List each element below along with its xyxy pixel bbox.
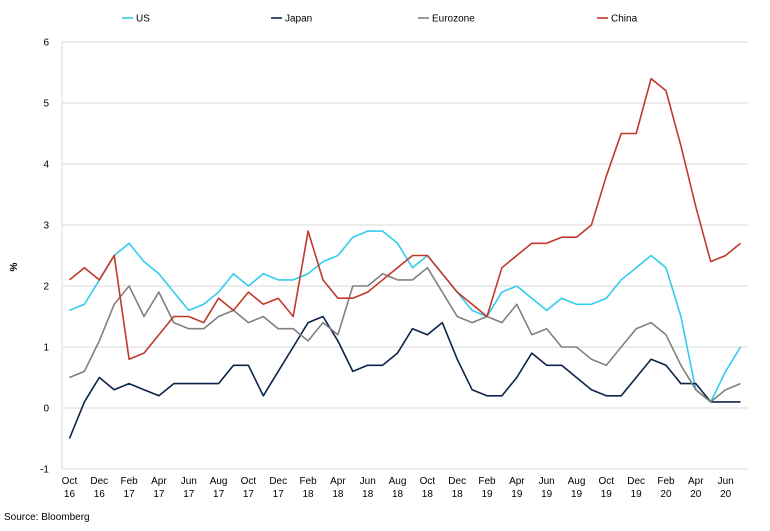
- x-tick-label-year: 18: [362, 489, 374, 500]
- x-tick-label-month: Dec: [627, 476, 645, 487]
- x-tick-label-year: 17: [153, 489, 165, 500]
- y-tick-label: 0: [43, 404, 49, 415]
- x-tick-label-year: 19: [571, 489, 583, 500]
- x-tick-label-year: 18: [303, 489, 315, 500]
- x-tick-label-month: Feb: [120, 476, 138, 487]
- gridlines: [61, 41, 748, 470]
- x-tick-label-month: Apr: [509, 476, 525, 487]
- x-tick-label-year: 18: [422, 489, 434, 500]
- x-tick-label-year: 20: [660, 489, 672, 500]
- x-tick-label-month: Oct: [241, 476, 257, 487]
- x-tick-label-year: 18: [332, 489, 344, 500]
- x-tick-label-month: Aug: [389, 476, 407, 487]
- x-tick-label-month: Oct: [420, 476, 436, 487]
- x-tick-label-month: Apr: [330, 476, 346, 487]
- x-tick-label-year: 18: [452, 489, 464, 500]
- x-tick-label-year: 16: [64, 489, 76, 500]
- x-tick-label-year: 18: [392, 489, 404, 500]
- x-axis-tick-labels: Oct 16 Dec 16 Feb 17 Apr 17 Jun 17 Aug 17 Oct 17 Dec 17…: [62, 476, 734, 500]
- legend-label-us: US: [136, 14, 150, 25]
- legend-label-china: China: [611, 14, 638, 25]
- y-tick-label: 6: [43, 38, 49, 49]
- series-line-japan: [68, 315, 741, 439]
- x-tick-label-month: Feb: [478, 476, 496, 487]
- x-tick-label-month: Jun: [181, 476, 197, 487]
- y-tick-label: 3: [43, 221, 49, 232]
- x-tick-label-month: Dec: [90, 476, 108, 487]
- x-tick-label-month: Apr: [151, 476, 167, 487]
- x-tick-label-month: Feb: [299, 476, 317, 487]
- series-line-china: [68, 77, 742, 361]
- x-tick-label-month: Oct: [62, 476, 78, 487]
- x-tick-label-month: Oct: [599, 476, 615, 487]
- y-tick-label: 4: [43, 160, 49, 171]
- x-tick-label-month: Feb: [657, 476, 675, 487]
- x-tick-label-year: 17: [183, 489, 195, 500]
- y-tick-label: 5: [43, 99, 49, 110]
- x-tick-label-month: Jun: [539, 476, 555, 487]
- x-tick-label-month: Jun: [360, 476, 376, 487]
- x-tick-label-year: 19: [601, 489, 613, 500]
- x-tick-label-year: 20: [720, 489, 732, 500]
- y-axis-label: %: [9, 262, 20, 271]
- series-line-us: [69, 230, 742, 403]
- x-tick-label-year: 19: [511, 489, 523, 500]
- y-tick-label: -1: [40, 465, 49, 476]
- x-tick-label-year: 17: [273, 489, 285, 500]
- source-note: Source: Bloomberg: [4, 512, 90, 523]
- y-axis-tick-labels: -1 0 1 2 3 4 5 6: [40, 38, 49, 476]
- x-tick-label-year: 19: [481, 489, 493, 500]
- x-tick-label-year: 20: [690, 489, 702, 500]
- legend-label-japan: Japan: [285, 14, 312, 25]
- x-tick-label-year: 19: [631, 489, 643, 500]
- x-tick-label-year: 17: [243, 489, 255, 500]
- x-tick-label-year: 16: [94, 489, 106, 500]
- y-tick-label: 2: [43, 282, 49, 293]
- x-tick-label-month: Aug: [210, 476, 228, 487]
- x-tick-label-month: Apr: [688, 476, 704, 487]
- legend-label-eurozone: Eurozone: [432, 14, 475, 25]
- series-lines: [68, 77, 742, 439]
- x-tick-label-year: 19: [541, 489, 553, 500]
- x-tick-label-month: Dec: [448, 476, 466, 487]
- series-line-eurozone: [69, 266, 741, 403]
- x-tick-label-year: 17: [124, 489, 136, 500]
- x-tick-label-month: Jun: [718, 476, 734, 487]
- x-tick-label-year: 17: [213, 489, 225, 500]
- x-tick-label-month: Aug: [568, 476, 586, 487]
- legend: US Japan Eurozone China: [122, 14, 638, 25]
- y-tick-label: 1: [43, 343, 49, 354]
- x-tick-label-month: Dec: [269, 476, 287, 487]
